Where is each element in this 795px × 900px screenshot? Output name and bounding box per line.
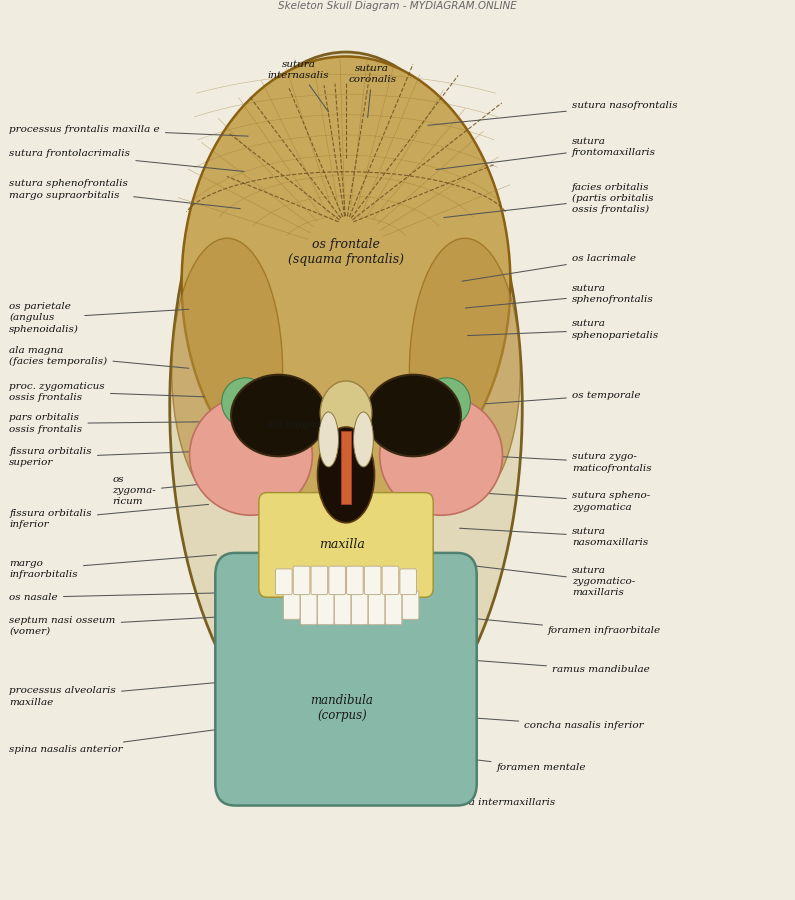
Text: os lacrimale: os lacrimale xyxy=(462,254,636,281)
FancyBboxPatch shape xyxy=(335,591,351,625)
Text: ala magna
(facies temporalis): ala magna (facies temporalis) xyxy=(10,346,188,368)
FancyBboxPatch shape xyxy=(301,591,317,625)
Text: spina nasalis anterior: spina nasalis anterior xyxy=(10,722,276,754)
FancyBboxPatch shape xyxy=(329,566,346,595)
FancyBboxPatch shape xyxy=(351,591,368,625)
Ellipse shape xyxy=(409,238,520,504)
Text: proc. zygomaticus
ossis frontalis: proc. zygomaticus ossis frontalis xyxy=(10,382,204,401)
Title: Skeleton Skull Diagram - MYDIAGRAM.ONLINE: Skeleton Skull Diagram - MYDIAGRAM.ONLIN… xyxy=(278,2,517,12)
Text: maxilla: maxilla xyxy=(319,537,365,551)
Text: sutura
sphenofrontalis: sutura sphenofrontalis xyxy=(465,284,653,308)
Text: os parietale
(angulus
sphenoidalis): os parietale (angulus sphenoidalis) xyxy=(10,302,188,334)
Text: sutura intermaxillaris: sutura intermaxillaris xyxy=(370,777,556,807)
Text: foramen infraorbitale: foramen infraorbitale xyxy=(438,616,661,635)
Text: facies orbitalis
(partis orbitalis
ossis frontalis): facies orbitalis (partis orbitalis ossis… xyxy=(444,183,653,218)
Text: sutura sphenofrontalis
margo supraorbitalis: sutura sphenofrontalis margo supraorbita… xyxy=(10,179,240,209)
Text: fissura orbitalis
inferior: fissura orbitalis inferior xyxy=(10,504,208,529)
Bar xyxy=(341,431,351,504)
FancyBboxPatch shape xyxy=(276,569,292,595)
Ellipse shape xyxy=(181,57,510,508)
Text: concha nasalis inferior: concha nasalis inferior xyxy=(424,715,644,730)
Text: sutura
nasomaxillaris: sutura nasomaxillaris xyxy=(460,526,648,547)
Text: os nasale: os nasale xyxy=(10,592,260,602)
Text: sutura
frontomaxillaris: sutura frontomaxillaris xyxy=(436,137,656,169)
Text: sutura
zygomatico-
maxillaris: sutura zygomatico- maxillaris xyxy=(457,564,635,597)
Ellipse shape xyxy=(412,613,460,768)
Ellipse shape xyxy=(320,381,372,445)
Text: septum nasi osseum
(vomer): septum nasi osseum (vomer) xyxy=(10,613,284,635)
Text: margo
infraorbitalis: margo infraorbitalis xyxy=(10,555,216,579)
FancyBboxPatch shape xyxy=(382,566,399,595)
Text: os
zygoma-
ricum: os zygoma- ricum xyxy=(112,475,203,507)
Ellipse shape xyxy=(366,374,461,456)
FancyBboxPatch shape xyxy=(284,591,300,619)
Text: fissura orbitalis
superior: fissura orbitalis superior xyxy=(10,447,208,467)
FancyBboxPatch shape xyxy=(386,591,402,625)
Ellipse shape xyxy=(235,378,314,447)
Ellipse shape xyxy=(231,374,326,456)
Text: sutura
sphenoparietalis: sutura sphenoparietalis xyxy=(467,320,659,339)
FancyBboxPatch shape xyxy=(293,566,310,595)
Text: sutura zygo-
maticofrontalis: sutura zygo- maticofrontalis xyxy=(479,453,651,472)
Text: sutura
coronalis: sutura coronalis xyxy=(348,64,396,118)
Text: ramus mandibulae: ramus mandibulae xyxy=(462,660,650,674)
Ellipse shape xyxy=(222,378,270,427)
Text: sutura nasofrontalis: sutura nasofrontalis xyxy=(428,101,677,125)
Text: sutura frontolacrimalis: sutura frontolacrimalis xyxy=(10,149,244,172)
FancyBboxPatch shape xyxy=(317,591,334,625)
FancyBboxPatch shape xyxy=(347,566,363,595)
FancyBboxPatch shape xyxy=(368,591,385,625)
Ellipse shape xyxy=(378,378,457,447)
Ellipse shape xyxy=(170,52,522,761)
Ellipse shape xyxy=(380,396,502,515)
Text: ala magna: ala magna xyxy=(267,420,322,429)
FancyBboxPatch shape xyxy=(259,492,433,598)
Ellipse shape xyxy=(189,396,312,515)
Text: processus alveolaris
maxillae: processus alveolaris maxillae xyxy=(10,679,256,706)
Ellipse shape xyxy=(423,378,471,427)
Ellipse shape xyxy=(317,427,374,523)
Text: foramen mentale: foramen mentale xyxy=(391,750,586,772)
FancyBboxPatch shape xyxy=(215,553,477,806)
Ellipse shape xyxy=(354,412,374,467)
FancyBboxPatch shape xyxy=(402,591,419,619)
Text: sutura
internasalis: sutura internasalis xyxy=(268,59,329,112)
Ellipse shape xyxy=(233,613,281,768)
Text: sutura spheno-
zygomatica: sutura spheno- zygomatica xyxy=(478,491,650,511)
Text: processus frontalis maxilla e: processus frontalis maxilla e xyxy=(10,125,248,136)
Ellipse shape xyxy=(319,412,339,467)
Ellipse shape xyxy=(172,238,283,504)
FancyBboxPatch shape xyxy=(364,566,381,595)
Text: pars orbitalis
ossis frontalis: pars orbitalis ossis frontalis xyxy=(10,413,212,434)
FancyBboxPatch shape xyxy=(311,566,328,595)
Text: mandibula
(corpus): mandibula (corpus) xyxy=(311,694,374,722)
FancyBboxPatch shape xyxy=(400,569,417,595)
Text: os temporale: os temporale xyxy=(486,391,640,404)
Text: os frontale
(squama frontalis): os frontale (squama frontalis) xyxy=(288,238,404,266)
